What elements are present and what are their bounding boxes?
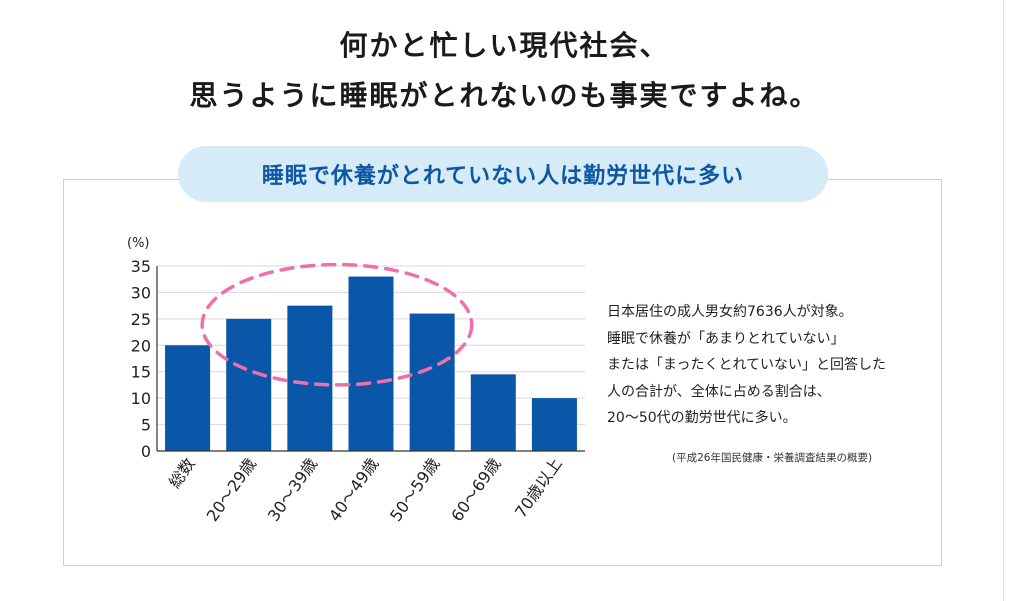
y-tick-label: 10	[131, 389, 151, 408]
note-line: 20～50代の勤労世代に多い。	[607, 410, 797, 426]
headline-line-1: 何かと忙しい現代社会、	[339, 29, 670, 62]
chart-note: 日本居住の成人男女約7636人が対象。 睡眠で休養が「あまりとれていない」 また…	[607, 299, 947, 432]
page-edge-rule	[1003, 0, 1004, 601]
y-axis-label: (%)	[127, 236, 150, 251]
x-tick-label: 40～49歳	[325, 454, 382, 524]
headline-line-2: 思うように睡眠がとれないのも事実ですよね。	[189, 79, 820, 112]
y-tick-label: 20	[131, 336, 151, 355]
x-tick-label: 20～29歳	[203, 454, 260, 524]
note-line: 日本居住の成人男女約7636人が対象。	[607, 304, 853, 320]
bar	[531, 398, 577, 451]
note-line: 睡眠で休養が「あまりとれていない」	[607, 330, 845, 347]
x-tick-label: 30～39歳	[264, 454, 321, 524]
y-tick-label: 0	[141, 442, 151, 461]
highlight-ellipse	[200, 262, 474, 387]
x-tick-label: 70歳以上	[511, 454, 566, 521]
y-tick-label: 25	[131, 310, 151, 329]
bar	[226, 318, 272, 451]
chart-title: 睡眠で休養がとれていない人は勤労世代に多い	[178, 146, 828, 202]
note-line: または「まったくとれていない」と回答した	[607, 357, 887, 373]
x-tick-label: 60～69歳	[447, 454, 504, 524]
y-tick-label: 5	[141, 416, 151, 435]
y-tick-label: 15	[131, 363, 151, 382]
note-line: 人の合計が、全体に占める割合は、	[607, 383, 831, 400]
bar	[165, 345, 211, 451]
x-tick-label: 総数	[165, 454, 199, 491]
x-tick-label: 50～59歳	[386, 454, 443, 524]
bar	[348, 276, 394, 451]
bar	[470, 374, 516, 451]
y-tick-label: 30	[131, 283, 151, 302]
source-citation: (平成26年国民健康・栄養調査結果の概要)	[672, 452, 873, 464]
y-tick-label: 35	[131, 257, 151, 276]
bar	[287, 305, 333, 451]
bar	[409, 313, 455, 451]
